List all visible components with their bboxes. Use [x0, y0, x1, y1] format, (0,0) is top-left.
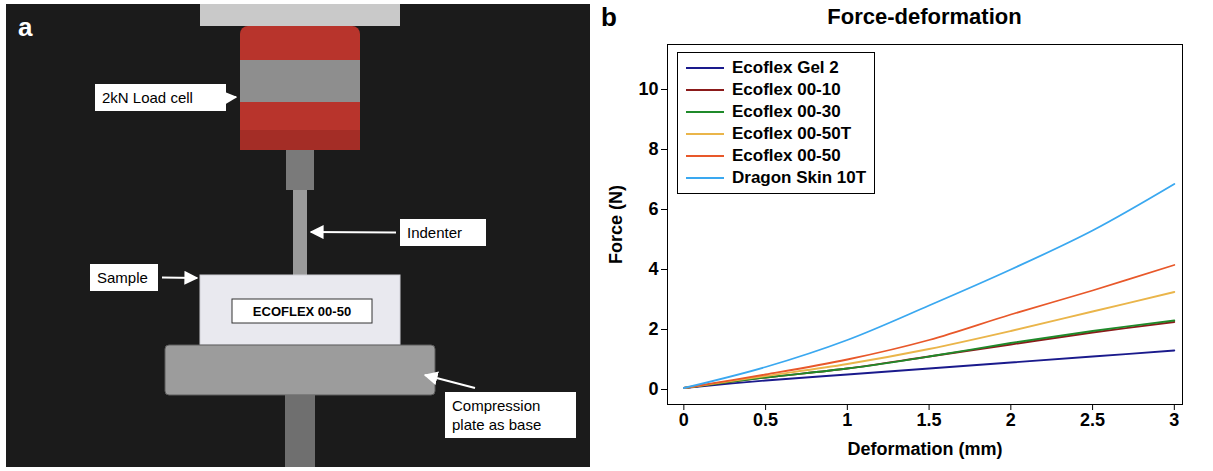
svg-text:Deformation (mm): Deformation (mm) — [847, 439, 1002, 459]
html-text:Dragon Skin 10T: Dragon Skin 10T — [732, 168, 867, 187]
html-text:Ecoflex 00-10: Ecoflex 00-10 — [732, 80, 841, 99]
svg-text:0: 0 — [648, 379, 658, 399]
html-text:Ecoflex 00-50T: Ecoflex 00-50T — [732, 124, 852, 143]
svg-text:Compressionplate as base: Compressionplate as base — [452, 397, 541, 433]
svg-text:0: 0 — [679, 410, 689, 430]
html-text:Ecoflex 00-50: Ecoflex 00-50 — [732, 146, 841, 165]
svg-text:Sample: Sample — [97, 269, 148, 286]
svg-text:a: a — [18, 12, 33, 42]
svg-text:10: 10 — [638, 79, 658, 99]
svg-text:Indenter: Indenter — [407, 224, 462, 241]
html-text:Ecoflex Gel 2: Ecoflex Gel 2 — [732, 58, 839, 77]
svg-text:4: 4 — [648, 259, 658, 279]
svg-text:ECOFLEX 00-50: ECOFLEX 00-50 — [253, 304, 351, 319]
svg-text:2.5: 2.5 — [1080, 410, 1105, 430]
svg-text:1.5: 1.5 — [917, 410, 942, 430]
html-text:Force-deformation: Force-deformation — [827, 4, 1022, 29]
html-text:Ecoflex 00-30: Ecoflex 00-30 — [732, 102, 841, 121]
svg-text:2: 2 — [1006, 410, 1016, 430]
html-text:b: b — [601, 2, 617, 32]
svg-text:0.5: 0.5 — [753, 410, 778, 430]
svg-text:2kN Load cell: 2kN Load cell — [102, 89, 193, 106]
svg-text:6: 6 — [648, 199, 658, 219]
svg-text:1: 1 — [842, 410, 852, 430]
svg-text:Force (N): Force (N) — [606, 185, 626, 264]
svg-text:3: 3 — [1169, 410, 1179, 430]
svg-text:2: 2 — [648, 319, 658, 339]
svg-text:8: 8 — [648, 139, 658, 159]
